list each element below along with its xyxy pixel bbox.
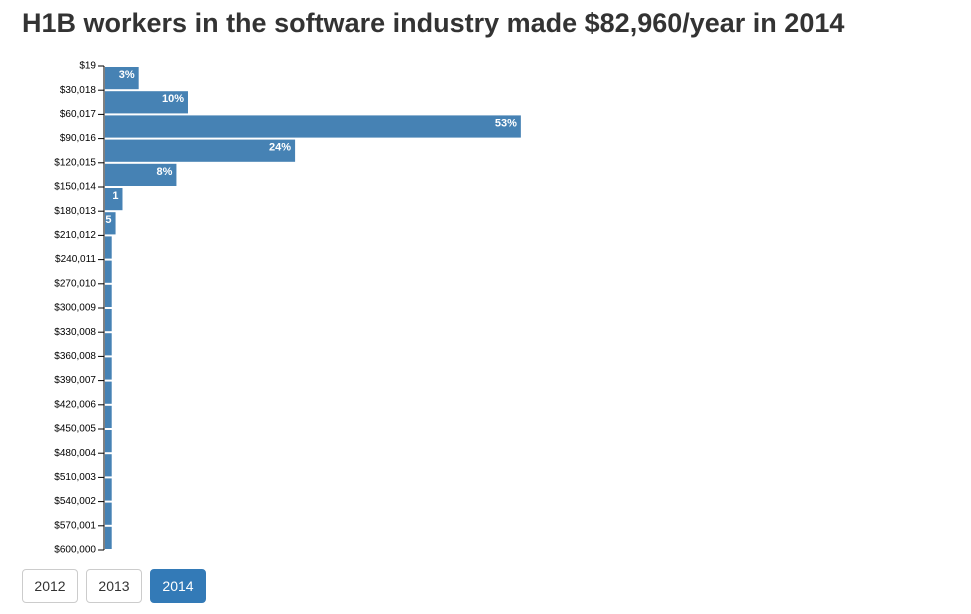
bar (105, 236, 112, 259)
value-label: 8% (157, 166, 173, 178)
y-tick-label: $420,006 (54, 399, 96, 410)
y-tick-label: $600,000 (54, 545, 96, 556)
bar (105, 430, 112, 453)
bar (105, 139, 296, 162)
y-tick-label: $120,015 (54, 157, 96, 168)
chart-title: H1B workers in the software industry mad… (22, 8, 845, 38)
bar (105, 454, 112, 477)
bar (105, 478, 112, 501)
y-tick-label: $360,008 (54, 351, 96, 362)
year-button[interactable]: 2013 (86, 569, 142, 603)
value-label: 24% (269, 142, 291, 154)
year-button[interactable]: 2014 (150, 569, 206, 603)
bar (105, 357, 112, 380)
bar (105, 308, 112, 332)
bar (105, 115, 521, 138)
bar (105, 381, 112, 404)
y-tick-label: $270,010 (54, 278, 96, 289)
value-label: 10% (162, 93, 184, 105)
y-tick-label: $30,018 (60, 85, 97, 96)
y-tick-label: $300,009 (54, 303, 96, 314)
y-tick-label: $150,014 (54, 182, 96, 193)
y-tick-label: $60,017 (60, 109, 97, 120)
value-label: 5 (105, 214, 111, 226)
y-tick-label: $510,003 (54, 472, 96, 483)
bar (105, 502, 112, 525)
y-tick-label: $450,005 (54, 424, 96, 435)
y-tick-label: $390,007 (54, 375, 96, 386)
value-label: 3% (119, 69, 135, 81)
value-label: 53% (495, 117, 517, 129)
bar (105, 163, 177, 186)
y-tick-label: $180,013 (54, 206, 96, 217)
y-tick-label: $540,002 (54, 496, 96, 507)
y-tick-label: $330,008 (54, 327, 96, 338)
y-tick-label: $480,004 (54, 448, 96, 459)
bar (105, 526, 112, 549)
bar (105, 67, 139, 90)
chart: $19 $30,018 $60,017 $90,016 $120,015 $150,014… (54, 61, 521, 556)
value-label: 1 (112, 190, 118, 202)
bar (105, 212, 116, 235)
year-buttons: 2012 2013 2014 (22, 569, 206, 603)
bar (105, 91, 188, 114)
bar (105, 333, 112, 356)
y-tick-label: $19 (79, 61, 96, 72)
y-tick-label: $570,001 (54, 520, 96, 531)
y-tick-label: $240,011 (55, 254, 96, 265)
y-tick-label: $210,012 (54, 230, 96, 241)
bar (105, 405, 112, 429)
year-button[interactable]: 2012 (22, 569, 78, 603)
y-tick-label: $90,016 (60, 133, 97, 144)
bar (105, 284, 112, 307)
bar (105, 260, 112, 283)
bar (105, 187, 123, 211)
